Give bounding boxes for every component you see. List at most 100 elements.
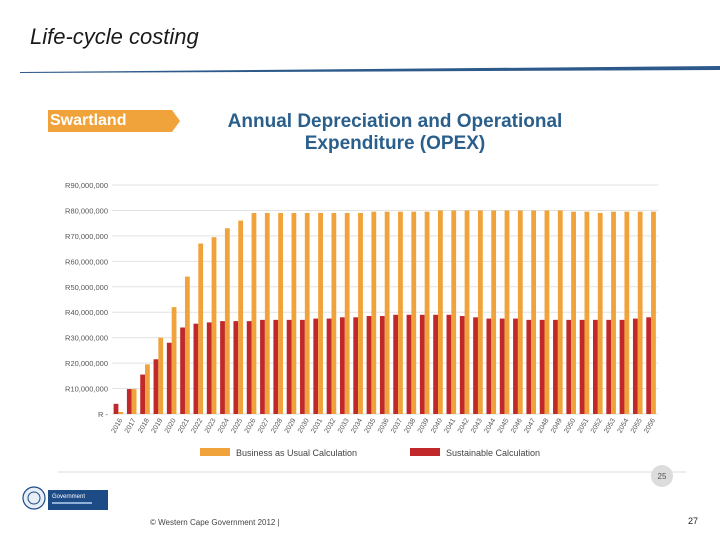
bar-business-as-usual	[531, 210, 537, 414]
x-tick-label: 2038	[404, 417, 418, 434]
y-tick-label: R60,000,000	[65, 257, 108, 266]
bar-business-as-usual	[398, 211, 403, 414]
bars	[113, 210, 656, 414]
bar-business-as-usual	[331, 212, 337, 414]
bar-sustainable	[473, 317, 478, 414]
bar-sustainable	[393, 314, 399, 414]
x-tick-label: 2040	[430, 417, 444, 434]
x-tick-label: 2053	[603, 417, 617, 434]
bar-sustainable	[206, 322, 212, 414]
x-tick-label: 2035	[364, 417, 378, 434]
x-tick-label: 2025	[230, 417, 244, 434]
bar-sustainable	[606, 319, 612, 414]
x-tick-label: 2039	[417, 417, 431, 434]
bar-business-as-usual	[171, 307, 177, 414]
slide-title: Life-cycle costing	[30, 24, 199, 49]
x-tick-label: 2023	[204, 417, 218, 434]
bar-business-as-usual	[411, 211, 417, 414]
chart-title: Annual Depreciation and Operational Expe…	[190, 111, 600, 155]
bar-business-as-usual	[211, 237, 217, 414]
bar-sustainable	[140, 374, 146, 414]
bar-business-as-usual	[504, 210, 510, 414]
bar-business-as-usual	[145, 364, 150, 414]
bar-business-as-usual	[651, 211, 656, 414]
legend-sustainable-label: Sustainable Calculation	[446, 448, 540, 458]
x-tick-label: 2037	[390, 417, 404, 434]
x-tick-label: 2034	[350, 417, 364, 434]
bar-business-as-usual	[344, 212, 350, 414]
bar-sustainable	[619, 319, 625, 414]
bar-business-as-usual	[131, 389, 137, 414]
bar-business-as-usual	[184, 276, 190, 414]
bar-sustainable	[459, 316, 465, 414]
bar-sustainable	[286, 319, 292, 414]
bar-sustainable	[260, 319, 265, 414]
bar-sustainable	[632, 318, 638, 414]
bar-sustainable	[113, 403, 119, 414]
x-tick-label: 2047	[523, 417, 537, 434]
y-tick-label: R -	[98, 410, 109, 419]
x-tick-label: 2054	[617, 417, 631, 434]
y-tick-label: R50,000,000	[65, 283, 108, 292]
bar-business-as-usual	[278, 212, 283, 414]
footer-copyright: © Western Cape Government 2012 |	[150, 518, 280, 527]
bar-business-as-usual	[438, 210, 443, 414]
bar-sustainable	[539, 319, 545, 414]
bar-sustainable	[339, 317, 345, 414]
x-tick-label: 2022	[190, 417, 204, 434]
bar-sustainable	[566, 319, 572, 414]
x-tick-label: 2031	[310, 417, 324, 434]
bar-sustainable	[166, 342, 172, 414]
bar-sustainable	[353, 317, 359, 414]
logo-text: Government	[52, 494, 85, 500]
bar-sustainable	[433, 314, 439, 414]
x-tick-label: 2024	[217, 417, 231, 434]
x-tick-label: 2044	[483, 417, 497, 434]
bar-sustainable	[366, 316, 372, 414]
bar-business-as-usual	[451, 210, 457, 414]
x-tick-label: 2050	[563, 417, 577, 434]
bar-business-as-usual	[304, 212, 310, 414]
legend: Business as Usual Calculation Sustainable…	[200, 448, 540, 458]
bar-business-as-usual	[198, 243, 204, 414]
x-tick-label: 2036	[377, 417, 391, 434]
x-tick-label: 2016	[111, 417, 125, 434]
x-tick-label: 2021	[177, 417, 191, 434]
bar-business-as-usual	[637, 211, 643, 414]
x-tick-label: 2041	[443, 417, 457, 434]
bar-business-as-usual	[611, 211, 616, 414]
chart-title-line2: Expenditure (OPEX)	[304, 133, 486, 154]
bar-sustainable	[526, 319, 532, 414]
bar-business-as-usual	[224, 228, 230, 414]
bar-sustainable	[513, 318, 518, 414]
bar-business-as-usual	[491, 210, 497, 414]
bar-sustainable	[313, 318, 319, 414]
bar-sustainable	[126, 389, 132, 414]
bar-business-as-usual	[624, 211, 630, 414]
x-tick-label: 2018	[137, 417, 151, 434]
bar-business-as-usual	[371, 211, 377, 414]
region-badge	[48, 110, 180, 132]
bar-sustainable	[553, 319, 558, 414]
bar-business-as-usual	[544, 210, 550, 414]
y-tick-label: R20,000,000	[65, 359, 108, 368]
x-tick-label: 2046	[510, 417, 524, 434]
x-tick-label: 2032	[324, 417, 338, 434]
legend-business-as-usual-swatch	[200, 448, 230, 456]
x-tick-label: 2055	[630, 417, 644, 434]
x-tick-label: 2029	[284, 417, 298, 434]
y-tick-labels: R - R10,000,000 R20,000,000 R30,000,000 R40,…	[65, 181, 108, 419]
bar-sustainable	[579, 319, 585, 414]
y-tick-label: R30,000,000	[65, 334, 108, 343]
bar-business-as-usual	[264, 212, 270, 414]
bar-sustainable	[273, 319, 279, 414]
legend-sustainable-swatch	[410, 448, 440, 456]
bar-business-as-usual	[464, 210, 470, 414]
bar-sustainable	[379, 316, 385, 414]
bar-business-as-usual	[291, 212, 297, 414]
y-tick-label: R40,000,000	[65, 308, 108, 317]
bar-sustainable	[593, 319, 598, 414]
bar-business-as-usual	[584, 211, 590, 414]
bar-sustainable	[419, 314, 425, 414]
x-tick-label: 2017	[124, 417, 138, 434]
